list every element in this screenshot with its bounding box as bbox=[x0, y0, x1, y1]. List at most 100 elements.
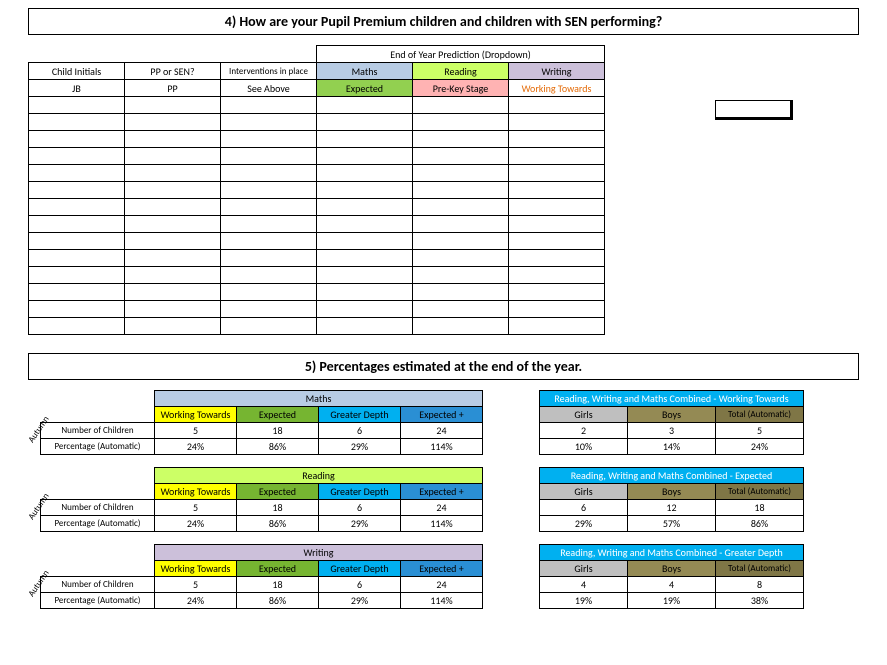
empty-cell[interactable] bbox=[317, 182, 413, 199]
empty-cell[interactable] bbox=[317, 97, 413, 114]
empty-cell[interactable] bbox=[221, 233, 317, 250]
empty-cell[interactable] bbox=[509, 182, 605, 199]
empty-cell[interactable] bbox=[221, 250, 317, 267]
comb-num-cell[interactable]: 8 bbox=[716, 577, 804, 593]
empty-cell[interactable] bbox=[125, 182, 221, 199]
comb-num-cell[interactable]: 4 bbox=[628, 577, 716, 593]
empty-cell[interactable] bbox=[125, 114, 221, 131]
num-cell[interactable]: 5 bbox=[155, 500, 237, 516]
col-maths[interactable]: Maths bbox=[317, 63, 413, 80]
empty-cell[interactable] bbox=[125, 301, 221, 318]
num-cell[interactable]: 18 bbox=[237, 500, 319, 516]
cell-ppsen[interactable]: PP bbox=[125, 80, 221, 97]
cell-initials[interactable]: JB bbox=[29, 80, 125, 97]
empty-cell[interactable] bbox=[413, 182, 509, 199]
cell-interv[interactable]: See Above bbox=[221, 80, 317, 97]
empty-cell[interactable] bbox=[413, 318, 509, 335]
empty-cell[interactable] bbox=[413, 97, 509, 114]
empty-cell[interactable] bbox=[221, 199, 317, 216]
empty-cell[interactable] bbox=[29, 182, 125, 199]
empty-cell[interactable] bbox=[317, 250, 413, 267]
empty-cell[interactable] bbox=[125, 131, 221, 148]
comb-num-cell[interactable]: 12 bbox=[628, 500, 716, 516]
cell-writing[interactable]: Working Towards bbox=[509, 80, 605, 97]
empty-cell[interactable] bbox=[221, 114, 317, 131]
empty-cell[interactable] bbox=[413, 114, 509, 131]
num-cell[interactable]: 6 bbox=[319, 500, 401, 516]
empty-cell[interactable] bbox=[125, 148, 221, 165]
empty-cell[interactable] bbox=[317, 148, 413, 165]
num-cell[interactable]: 24 bbox=[401, 577, 483, 593]
num-cell[interactable]: 6 bbox=[319, 423, 401, 439]
empty-cell[interactable] bbox=[221, 301, 317, 318]
empty-cell[interactable] bbox=[509, 284, 605, 301]
empty-cell[interactable] bbox=[413, 216, 509, 233]
empty-cell[interactable] bbox=[125, 165, 221, 182]
empty-cell[interactable] bbox=[29, 318, 125, 335]
empty-cell[interactable] bbox=[29, 131, 125, 148]
empty-cell[interactable] bbox=[317, 114, 413, 131]
col-writing[interactable]: Writing bbox=[509, 63, 605, 80]
empty-cell[interactable] bbox=[221, 318, 317, 335]
empty-cell[interactable] bbox=[317, 284, 413, 301]
num-cell[interactable]: 5 bbox=[155, 577, 237, 593]
empty-cell[interactable] bbox=[317, 165, 413, 182]
empty-cell[interactable] bbox=[413, 233, 509, 250]
cell-reading[interactable]: Pre-Key Stage bbox=[413, 80, 509, 97]
empty-cell[interactable] bbox=[509, 148, 605, 165]
empty-cell[interactable] bbox=[29, 199, 125, 216]
empty-cell[interactable] bbox=[317, 267, 413, 284]
empty-cell[interactable] bbox=[509, 114, 605, 131]
empty-cell[interactable] bbox=[125, 318, 221, 335]
empty-cell[interactable] bbox=[509, 301, 605, 318]
empty-cell[interactable] bbox=[29, 284, 125, 301]
col-reading[interactable]: Reading bbox=[413, 63, 509, 80]
empty-cell[interactable] bbox=[317, 233, 413, 250]
num-cell[interactable]: 6 bbox=[319, 577, 401, 593]
comb-num-cell[interactable]: 5 bbox=[716, 423, 804, 439]
empty-cell[interactable] bbox=[125, 250, 221, 267]
empty-cell[interactable] bbox=[509, 131, 605, 148]
empty-cell[interactable] bbox=[29, 165, 125, 182]
empty-cell[interactable] bbox=[413, 250, 509, 267]
empty-cell[interactable] bbox=[221, 165, 317, 182]
empty-cell[interactable] bbox=[509, 318, 605, 335]
empty-cell[interactable] bbox=[125, 284, 221, 301]
comb-num-cell[interactable]: 4 bbox=[540, 577, 628, 593]
empty-cell[interactable] bbox=[221, 97, 317, 114]
empty-cell[interactable] bbox=[29, 233, 125, 250]
empty-cell[interactable] bbox=[221, 182, 317, 199]
comb-num-cell[interactable]: 2 bbox=[540, 423, 628, 439]
empty-cell[interactable] bbox=[221, 148, 317, 165]
empty-cell[interactable] bbox=[509, 199, 605, 216]
empty-cell[interactable] bbox=[413, 165, 509, 182]
empty-cell[interactable] bbox=[509, 233, 605, 250]
empty-cell[interactable] bbox=[317, 199, 413, 216]
empty-cell[interactable] bbox=[413, 267, 509, 284]
empty-cell[interactable] bbox=[221, 216, 317, 233]
comb-num-cell[interactable]: 3 bbox=[628, 423, 716, 439]
empty-cell[interactable] bbox=[29, 250, 125, 267]
num-cell[interactable]: 24 bbox=[401, 500, 483, 516]
empty-cell[interactable] bbox=[125, 267, 221, 284]
empty-cell[interactable] bbox=[29, 301, 125, 318]
empty-cell[interactable] bbox=[413, 199, 509, 216]
empty-cell[interactable] bbox=[509, 216, 605, 233]
empty-cell[interactable] bbox=[125, 233, 221, 250]
empty-cell[interactable] bbox=[29, 97, 125, 114]
empty-cell[interactable] bbox=[317, 216, 413, 233]
empty-cell[interactable] bbox=[509, 97, 605, 114]
num-cell[interactable]: 18 bbox=[237, 423, 319, 439]
empty-cell[interactable] bbox=[29, 267, 125, 284]
empty-cell[interactable] bbox=[413, 131, 509, 148]
empty-cell[interactable] bbox=[221, 267, 317, 284]
empty-cell[interactable] bbox=[317, 301, 413, 318]
empty-cell[interactable] bbox=[317, 131, 413, 148]
empty-cell[interactable] bbox=[509, 267, 605, 284]
comb-num-cell[interactable]: 18 bbox=[716, 500, 804, 516]
empty-cell[interactable] bbox=[413, 148, 509, 165]
empty-cell[interactable] bbox=[413, 284, 509, 301]
empty-cell[interactable] bbox=[125, 97, 221, 114]
empty-cell[interactable] bbox=[29, 216, 125, 233]
empty-cell[interactable] bbox=[29, 114, 125, 131]
